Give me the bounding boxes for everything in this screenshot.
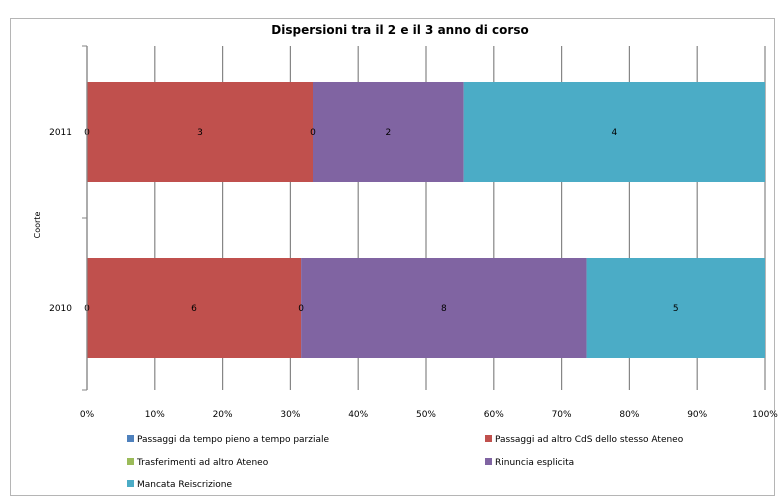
legend-swatch bbox=[127, 458, 134, 465]
x-tick-label: 30% bbox=[280, 410, 300, 420]
x-tick-label: 60% bbox=[484, 410, 504, 420]
legend-label: Passaggi ad altro CdS dello stesso Atene… bbox=[495, 435, 684, 445]
legend: Passaggi da tempo pieno a tempo parziale… bbox=[127, 435, 684, 490]
data-label: 8 bbox=[441, 304, 447, 314]
x-tick-label: 50% bbox=[416, 410, 436, 420]
x-tick-label: 10% bbox=[145, 410, 165, 420]
legend-label: Rinuncia esplicita bbox=[495, 458, 574, 468]
x-tick-label: 90% bbox=[687, 410, 707, 420]
data-label: 3 bbox=[197, 128, 203, 138]
bar-segment bbox=[463, 82, 765, 182]
bar-segment bbox=[87, 258, 302, 358]
category-label: 2011 bbox=[49, 128, 72, 138]
x-tick-label: 80% bbox=[619, 410, 639, 420]
category-label: 2010 bbox=[49, 304, 72, 314]
data-label: 6 bbox=[191, 304, 197, 314]
bar-segment bbox=[301, 258, 587, 358]
x-tick-label: 100% bbox=[752, 410, 778, 420]
bar-segment bbox=[586, 258, 765, 358]
axes: 0% 10% 20% 30% 40% 50% 60% 70% 80% 90% 100% 2011 201… bbox=[49, 45, 778, 420]
bar-segment bbox=[313, 82, 464, 182]
legend-swatch bbox=[485, 435, 492, 442]
chart-title: Dispersioni tra il 2 e il 3 anno di cors… bbox=[271, 23, 528, 37]
legend-swatch bbox=[127, 480, 134, 487]
legend-label: Mancata Reiscrizione bbox=[137, 480, 233, 490]
x-tick-label: 0% bbox=[80, 410, 95, 420]
legend-swatch bbox=[127, 435, 134, 442]
bars bbox=[87, 82, 765, 358]
data-label: 0 bbox=[310, 128, 316, 138]
bar-segment bbox=[87, 82, 313, 182]
data-label: 4 bbox=[611, 128, 617, 138]
data-label: 5 bbox=[673, 304, 679, 314]
legend-label: Trasferimenti ad altro Ateneo bbox=[136, 458, 269, 468]
x-tick-label: 20% bbox=[213, 410, 233, 420]
legend-label: Passaggi da tempo pieno a tempo parziale bbox=[137, 435, 329, 445]
x-tick-label: 40% bbox=[348, 410, 368, 420]
data-label: 2 bbox=[385, 128, 391, 138]
x-tick-label: 70% bbox=[552, 410, 572, 420]
data-label: 0 bbox=[298, 304, 304, 314]
y-axis-label: Coorte bbox=[33, 212, 42, 239]
legend-swatch bbox=[485, 458, 492, 465]
